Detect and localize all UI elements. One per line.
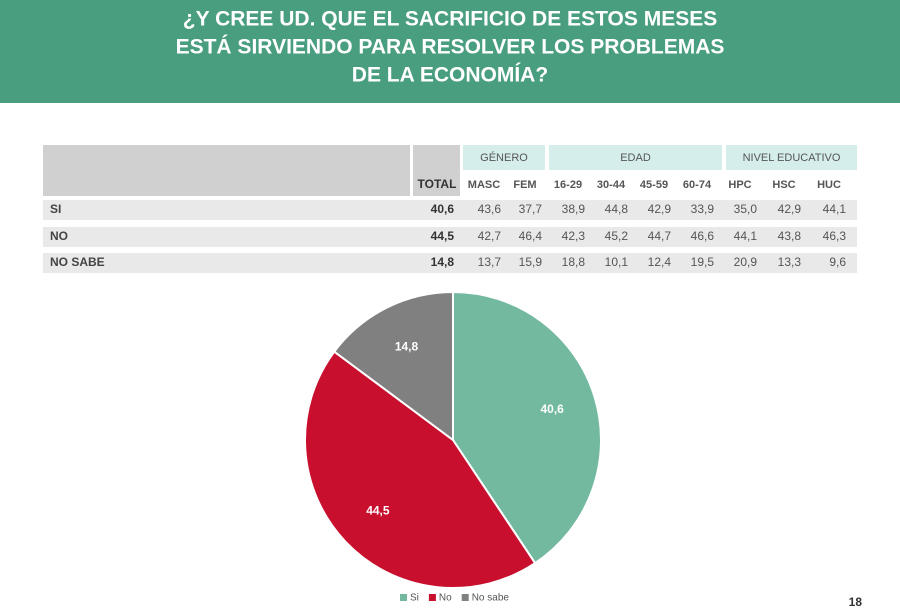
pie-slice bbox=[304, 350, 537, 589]
group-label: GÉNERO bbox=[480, 151, 528, 164]
table-cell: 43,6 bbox=[478, 202, 502, 216]
column-header: 30-44 bbox=[597, 179, 626, 191]
table-cell: 43,8 bbox=[778, 229, 802, 243]
table-cell: 42,3 bbox=[562, 229, 586, 243]
row-band bbox=[43, 253, 857, 273]
table-cell: 18,8 bbox=[562, 255, 586, 269]
row-band bbox=[43, 200, 857, 220]
table-cell: 19,5 bbox=[691, 255, 715, 269]
table-cell: 40,6 bbox=[431, 202, 455, 216]
column-header: HUC bbox=[817, 179, 841, 191]
slice-label: 44,5 bbox=[366, 504, 390, 518]
row-label: NO SABE bbox=[50, 255, 105, 269]
row-label: SI bbox=[50, 202, 61, 216]
title-line: ¿Y CREE UD. QUE EL SACRIFICIO DE ESTOS M… bbox=[183, 8, 717, 31]
table-cell: 46,3 bbox=[823, 229, 847, 243]
table-cell: 38,9 bbox=[562, 202, 586, 216]
pie-slice bbox=[332, 290, 454, 442]
legend-swatch bbox=[461, 594, 469, 601]
total-header bbox=[413, 145, 460, 196]
table-cell: 44,1 bbox=[734, 229, 758, 243]
table-cell: 42,9 bbox=[778, 202, 802, 216]
row-band bbox=[43, 227, 857, 247]
table-cell: 35,0 bbox=[734, 202, 758, 216]
legend-label: Si bbox=[410, 593, 419, 604]
table-cell: 9,6 bbox=[829, 255, 846, 269]
table-cell: 44,5 bbox=[431, 229, 455, 243]
table-cell: 44,7 bbox=[648, 229, 672, 243]
label-header bbox=[43, 145, 410, 196]
legend-label: No bbox=[439, 593, 452, 604]
legend-label: No sabe bbox=[472, 593, 510, 604]
table-cell: 13,3 bbox=[778, 255, 802, 269]
column-header: HSC bbox=[772, 179, 795, 191]
table-cell: 10,1 bbox=[605, 255, 629, 269]
title-line: ESTÁ SIRVIENDO PARA RESOLVER LOS PROBLEM… bbox=[176, 36, 725, 59]
table-cell: 42,9 bbox=[648, 202, 672, 216]
group-label: NIVEL EDUCATIVO bbox=[743, 152, 841, 164]
table-cell: 42,7 bbox=[478, 229, 502, 243]
table-cell: 45,2 bbox=[605, 229, 629, 243]
column-header: 45-59 bbox=[640, 179, 668, 191]
table-cell: 15,9 bbox=[519, 255, 543, 269]
column-header: HPC bbox=[728, 179, 751, 191]
column-header: TOTAL bbox=[418, 177, 457, 191]
slice-label: 40,6 bbox=[540, 402, 564, 416]
header-band bbox=[0, 0, 900, 103]
group-header bbox=[726, 145, 857, 170]
table-cell: 37,7 bbox=[519, 202, 543, 216]
row-label: NO bbox=[50, 229, 68, 243]
legend-swatch bbox=[428, 594, 436, 601]
table-cell: 20,9 bbox=[734, 255, 758, 269]
table-cell: 13,7 bbox=[478, 255, 502, 269]
page-number: 18 bbox=[849, 595, 863, 609]
table-cell: 44,1 bbox=[823, 202, 847, 216]
table-cell: 12,4 bbox=[648, 255, 672, 269]
group-label: EDAD bbox=[620, 152, 651, 164]
legend-swatch bbox=[400, 594, 407, 601]
title-line: DE LA ECONOMÍA? bbox=[352, 64, 548, 87]
slice-label: 14,8 bbox=[395, 340, 419, 354]
column-header: FEM bbox=[513, 179, 536, 191]
group-header bbox=[549, 145, 722, 170]
column-header: MASC bbox=[468, 179, 500, 191]
table-cell: 46,6 bbox=[691, 229, 715, 243]
column-header: 16-29 bbox=[554, 179, 582, 191]
column-header: 60-74 bbox=[683, 179, 712, 191]
table-cell: 46,4 bbox=[519, 229, 543, 243]
group-header bbox=[463, 145, 545, 170]
table-cell: 14,8 bbox=[431, 255, 455, 269]
table-cell: 44,8 bbox=[605, 202, 629, 216]
table-cell: 33,9 bbox=[691, 202, 715, 216]
